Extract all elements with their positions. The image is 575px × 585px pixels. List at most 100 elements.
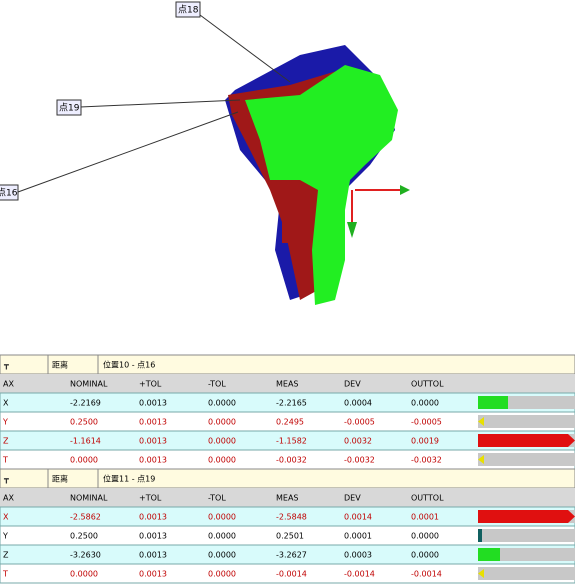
cell: 0.0001 [344,532,372,541]
model-face [245,65,398,305]
cell: 0.0003 [344,551,372,560]
cell: 0.0000 [411,399,439,408]
cell: T [2,456,8,465]
indicator [478,510,575,523]
column-label: -TOL [208,494,226,503]
cell: -0.0032 [411,456,442,465]
cell: 0.0001 [411,513,439,522]
cell: 0.0013 [139,513,167,522]
row-bg [0,563,575,584]
indicator-track [478,415,575,428]
cell: 0.0000 [208,418,236,427]
callout-box [56,99,82,116]
callout-box [175,1,201,18]
indicator-track [478,567,575,580]
cell: -0.0005 [344,418,375,427]
cell: -0.0014 [411,570,442,579]
cell: Z [3,437,9,446]
column-label: OUTTOL [411,494,444,503]
table-location: 位置10 - 点16 [103,360,155,370]
cell: 0.0014 [344,513,372,522]
cell: 0.0000 [208,437,236,446]
cell: -1.1614 [70,437,101,446]
cell: Y [2,418,8,427]
table-icon: ┳ [3,361,9,371]
cell: 0.0004 [344,399,372,408]
cell: -0.0014 [276,570,307,579]
cell: 0.0019 [411,437,439,446]
cell: -3.2627 [276,551,307,560]
cell: 0.2500 [70,418,98,427]
cell: -1.1582 [276,437,307,446]
indicator [478,548,500,561]
cell: -0.0032 [344,456,375,465]
table-location: 位置11 - 点19 [103,474,155,484]
table-name: 距离 [52,360,68,370]
cell: -2.2169 [70,399,101,408]
cell: X [3,513,9,522]
cell: 0.2501 [276,532,304,541]
model-slot [282,215,300,243]
cell: 0.0000 [208,570,236,579]
table-header [0,354,575,375]
cell: 0.0013 [139,399,167,408]
cell: -0.0005 [411,418,442,427]
table-icon: ┳ [3,475,9,485]
cell: -0.0014 [344,570,375,579]
cell: 0.0032 [344,437,372,446]
cell: 0.0013 [139,418,167,427]
cell: T [2,570,8,579]
cell: Y [2,532,8,541]
column-label: AX [3,494,14,503]
axis-arrow [347,222,357,238]
column-label: +TOL [139,494,162,503]
cell: 0.0013 [139,437,167,446]
indicator [478,434,575,447]
cell: -2.2165 [276,399,307,408]
column-label: AX [3,380,14,389]
column-label: MEAS [276,494,299,503]
column-label: DEV [344,380,361,389]
cell: 0.0000 [208,456,236,465]
column-label: NOMINAL [70,380,108,389]
indicator [478,396,508,409]
column-label: -TOL [208,380,226,389]
callout-box [0,184,19,201]
column-label: OUTTOL [411,380,444,389]
cell: 0.0013 [139,532,167,541]
cell: 0.0013 [139,551,167,560]
cell: -0.0032 [276,456,307,465]
cell: 0.2495 [276,418,304,427]
cell: 0.0000 [411,551,439,560]
axis-arrow [400,185,410,195]
table-header [0,468,575,489]
column-label: +TOL [139,380,162,389]
cell: 0.0000 [208,513,236,522]
table-name: 距离 [52,474,68,484]
cell: 0.0000 [70,456,98,465]
cell: Z [3,551,9,560]
indicator-track [478,529,575,542]
leader-line [79,99,241,108]
indicator [478,569,484,578]
indicator [478,417,484,426]
column-header [0,374,575,393]
cell: 0.2500 [70,532,98,541]
callout: 点19 [59,103,80,114]
leader-line [17,111,239,193]
column-label: NOMINAL [70,494,108,503]
column-header [0,488,575,507]
indicator-track [478,453,575,466]
cell: 0.0013 [139,570,167,579]
cell: -2.5848 [276,513,307,522]
cell: -3.2630 [70,551,101,560]
cell: 0.0000 [70,570,98,579]
indicator [478,455,484,464]
cell: 0.0000 [411,532,439,541]
cell: 0.0013 [139,456,167,465]
leader-line [199,14,291,83]
column-label: DEV [344,494,361,503]
cell: X [3,399,9,408]
cell: 0.0000 [208,399,236,408]
cell: 0.0000 [208,532,236,541]
